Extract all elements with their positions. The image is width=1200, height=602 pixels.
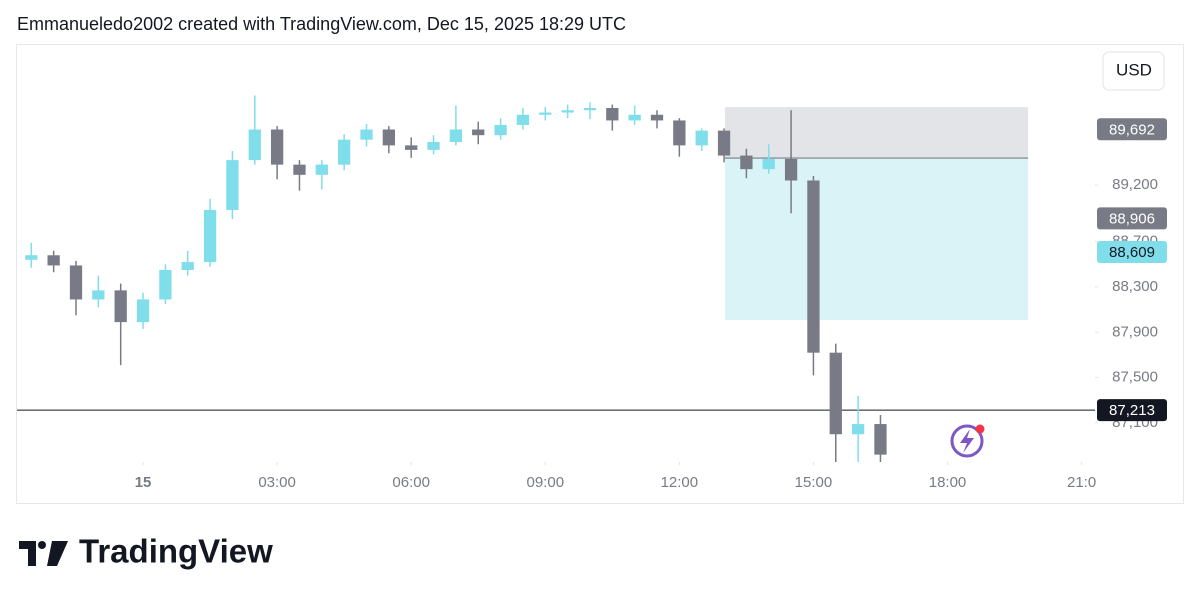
candle-body (293, 164, 306, 175)
candle-body (181, 262, 194, 270)
candle-body (47, 255, 60, 266)
brand-logo (19, 541, 68, 566)
candle-body (784, 158, 798, 181)
candle-body (472, 129, 485, 136)
candle-body (92, 290, 105, 300)
candle-body (494, 124, 507, 136)
candle-body (650, 114, 664, 121)
candle-body (762, 158, 775, 170)
candle-body (673, 120, 686, 146)
x-tick-label: 12:00 (661, 474, 699, 491)
x-tick-label: 15:00 (795, 474, 833, 491)
candle-body (405, 145, 418, 150)
candle-body (516, 114, 530, 125)
price-label-box (1097, 118, 1167, 141)
candle-body (561, 110, 574, 113)
candle-body (449, 129, 463, 142)
candle-body (360, 129, 373, 140)
candle-body (628, 114, 641, 121)
y-tick-label: 89,200 (1112, 176, 1158, 193)
candle-body (606, 107, 619, 121)
x-tick-label: 03:00 (258, 474, 296, 491)
y-tick-label: 88,300 (1112, 278, 1158, 295)
stop-zone (724, 107, 1028, 159)
candle-body (851, 424, 865, 435)
candle-body (25, 255, 38, 260)
x-tick-label: 09:00 (527, 474, 565, 491)
candle-body (270, 129, 284, 165)
currency-button[interactable] (1102, 51, 1165, 91)
price-label-box (1097, 207, 1167, 230)
candle-body (159, 269, 172, 300)
price-label-box (1097, 399, 1167, 422)
x-tick-label: 18:00 (929, 474, 967, 491)
candle-body (203, 209, 217, 263)
candle-body (583, 107, 597, 111)
candle-body (717, 130, 731, 156)
plot-area (17, 95, 1095, 462)
y-tick-label: 87,900 (1112, 323, 1158, 340)
price-label: 88,906 (1109, 210, 1155, 227)
x-tick-label: 15 (135, 474, 152, 491)
candle-body (807, 180, 820, 353)
price-label: 87,213 (1109, 402, 1155, 419)
candle-body (427, 141, 440, 150)
candle-body (248, 129, 261, 161)
chart-title: Emmanueledo2002 created with TradingView… (17, 14, 626, 34)
candle-body (136, 299, 150, 323)
x-tick-label: 06:00 (392, 474, 430, 491)
candle-body (382, 129, 395, 146)
x-tick-label: 21:0 (1067, 474, 1096, 491)
axis-area: 87,10087,50087,90088,30088,70089,2001503… (135, 118, 1167, 491)
price-label-box (1097, 240, 1167, 263)
candle-body (315, 164, 328, 175)
candle-body (69, 265, 83, 300)
candle-body (338, 139, 351, 165)
candle-body (226, 160, 239, 210)
assistant-icon[interactable] (950, 424, 985, 458)
target-zone (724, 158, 1028, 321)
price-label: 89,692 (1109, 121, 1155, 138)
candle-body (539, 112, 552, 115)
candle-body (874, 424, 887, 455)
currency-label[interactable]: USD (1116, 60, 1152, 79)
candle-body (740, 155, 753, 170)
brand-name: TradingView (79, 533, 273, 570)
candle-body (695, 130, 708, 146)
candle-body (829, 352, 842, 435)
price-label: 88,609 (1109, 244, 1155, 261)
y-tick-label: 87,500 (1112, 369, 1158, 386)
chart-frame (16, 44, 1184, 504)
candle-body (114, 290, 127, 323)
